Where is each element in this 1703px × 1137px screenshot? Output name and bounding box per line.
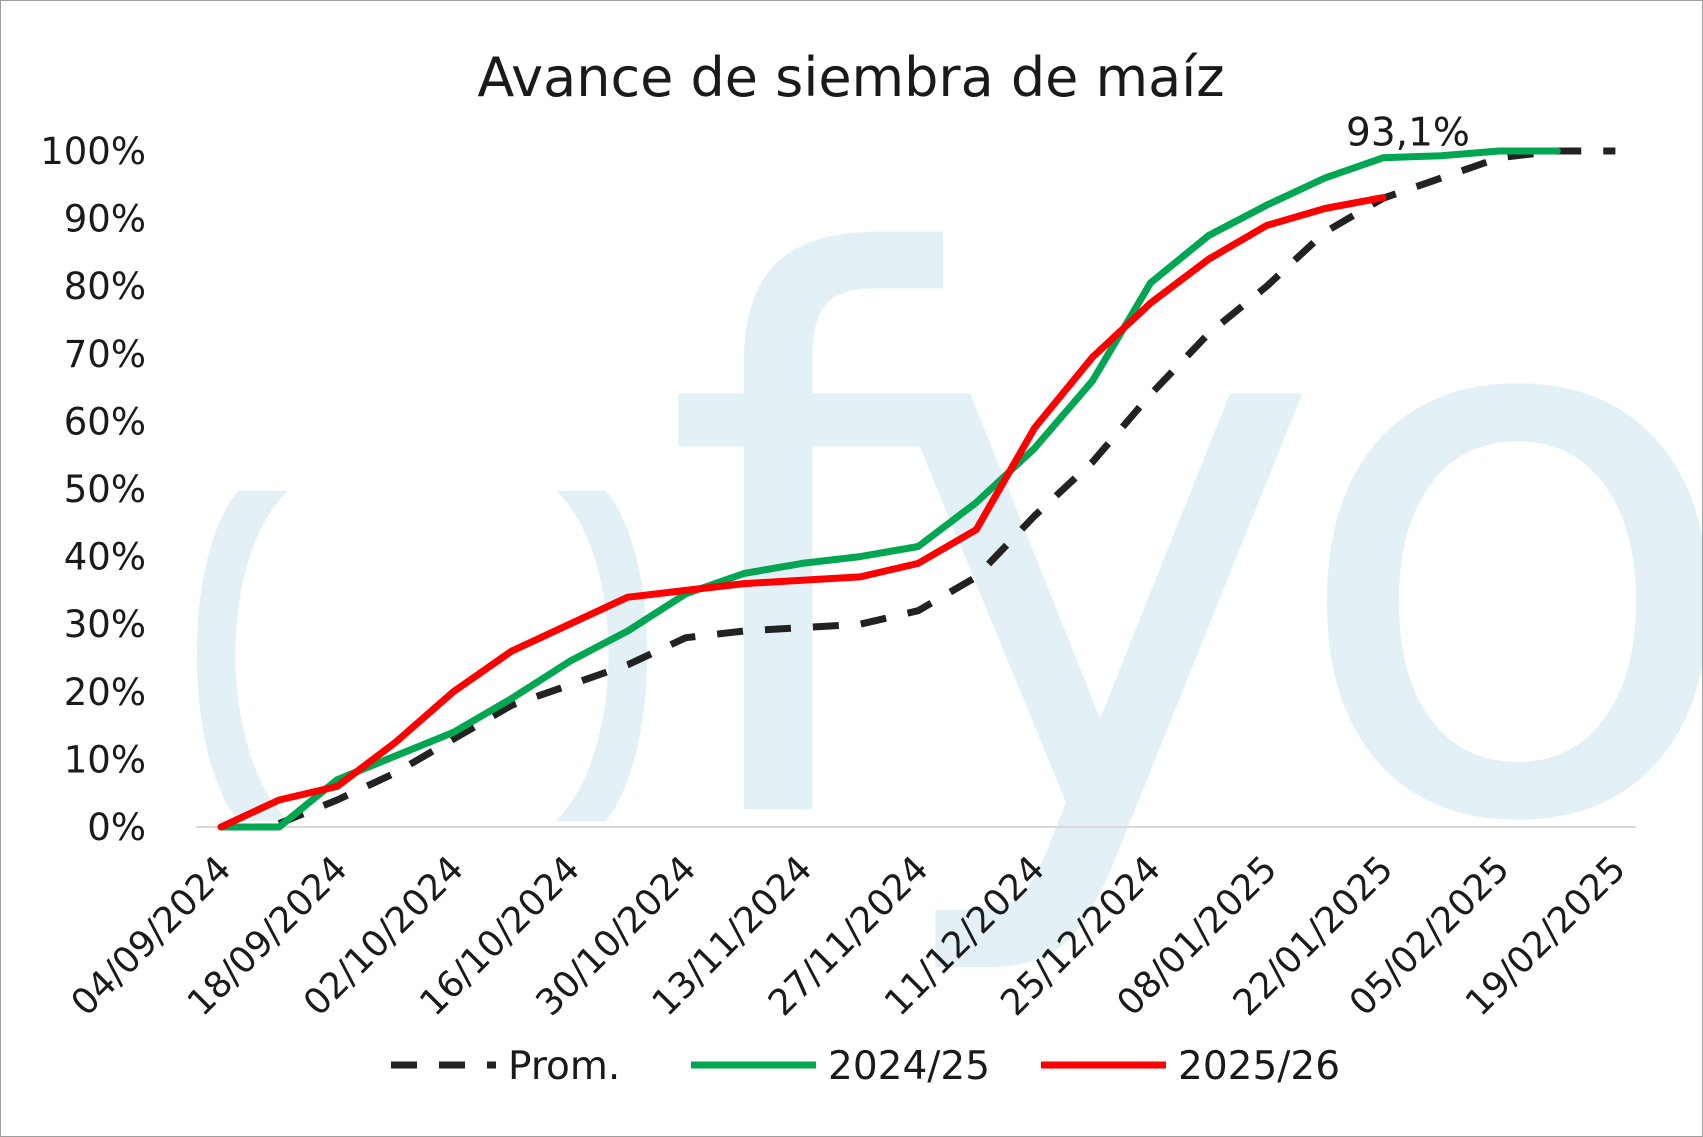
y-tick-label: 20%	[64, 671, 146, 714]
y-tick-label: 60%	[64, 400, 146, 443]
y-tick-label: 0%	[87, 806, 146, 849]
y-tick-label: 10%	[64, 738, 146, 781]
y-tick-label: 40%	[64, 536, 146, 579]
y-tick-label: 80%	[64, 265, 146, 308]
legend-label: 2024/25	[828, 1044, 990, 1089]
chart-title: Avance de siembra de maíz	[477, 46, 1224, 109]
series-line-2025-26	[217, 194, 1387, 831]
legend: Prom. 2024/25 2025/26	[391, 1044, 1340, 1089]
series-line-prom-	[277, 147, 1616, 827]
y-tick-label: 50%	[64, 468, 146, 511]
y-tick-label: 90%	[64, 198, 146, 241]
data-label-93-1: 93,1%	[1346, 111, 1470, 156]
series-layer	[217, 147, 1616, 831]
y-tick-label: 30%	[64, 603, 146, 646]
series-line-2024-25	[217, 147, 1561, 831]
y-axis-tick-labels: 0% 10% 20% 30% 40% 50% 60% 70% 80% 90% 100%	[40, 130, 146, 849]
watermark-logo: fyo	[196, 105, 1702, 989]
y-tick-label: 100%	[40, 130, 146, 173]
svg-text:fyo: fyo	[661, 105, 1702, 989]
legend-label: Prom.	[508, 1044, 620, 1089]
legend-label: 2025/26	[1178, 1044, 1340, 1089]
y-tick-label: 70%	[64, 333, 146, 376]
